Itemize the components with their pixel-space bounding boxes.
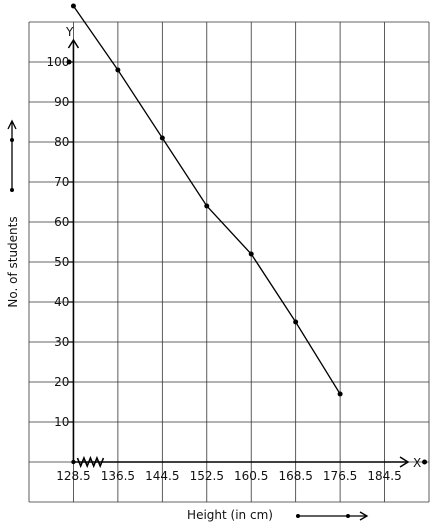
y-tick-label: 40: [54, 295, 69, 309]
x-tick-label: 128.5: [56, 469, 90, 483]
marker-point: [66, 59, 72, 65]
x-tick-label: 160.5: [234, 469, 268, 483]
data-point: [115, 67, 121, 73]
x-axis-label: Height (in cm): [187, 508, 273, 522]
x-axis-letter: X: [413, 456, 421, 470]
data-point: [159, 135, 165, 141]
y-tick-label: 100: [47, 55, 70, 69]
y-tick-label: 30: [54, 335, 69, 349]
y-tick-label: 20: [54, 375, 69, 389]
x-tick-labels: 128.5 136.5 144.5 152.5 160.5 168.5 176.5 184.5: [56, 469, 401, 483]
y-axis-label: No. of students: [6, 216, 20, 307]
y-tick-label: 70: [54, 175, 69, 189]
x-axis-arrow-icon: [399, 456, 410, 468]
y-tick-label: 60: [54, 215, 69, 229]
y-tick-label: 90: [54, 95, 69, 109]
data-point: [204, 203, 210, 209]
y-tick-labels: 10 20 30 40 50 60 70 80 90 100: [47, 55, 70, 429]
x-tick-label: 152.5: [190, 469, 224, 483]
data-point: [337, 391, 343, 397]
y-ticks: [68, 61, 74, 423]
axis-break-kink: [76, 455, 105, 469]
y-scale-arrow-icon: [7, 119, 17, 192]
y-tick-label: 50: [54, 255, 69, 269]
x-tick-label: 136.5: [101, 469, 135, 483]
x-tick-label: 176.5: [323, 469, 357, 483]
x-tick-label: 168.5: [278, 469, 312, 483]
x-scale-arrow-icon: [296, 511, 369, 521]
axes: [67, 38, 410, 469]
y-axis-letter: Y: [65, 25, 74, 39]
x-tick-label: 184.5: [367, 469, 401, 483]
y-axis-arrow-icon: [67, 38, 80, 49]
data-point: [248, 251, 254, 257]
y-tick-label: 80: [54, 135, 69, 149]
x-tick-label: 144.5: [145, 469, 179, 483]
data-point: [70, 3, 76, 9]
marker-point: [422, 459, 428, 465]
y-tick-label: 10: [54, 415, 69, 429]
data-point: [293, 319, 299, 325]
series-layer: [66, 3, 428, 465]
origin-point: [71, 459, 76, 465]
grid: [28, 21, 430, 503]
